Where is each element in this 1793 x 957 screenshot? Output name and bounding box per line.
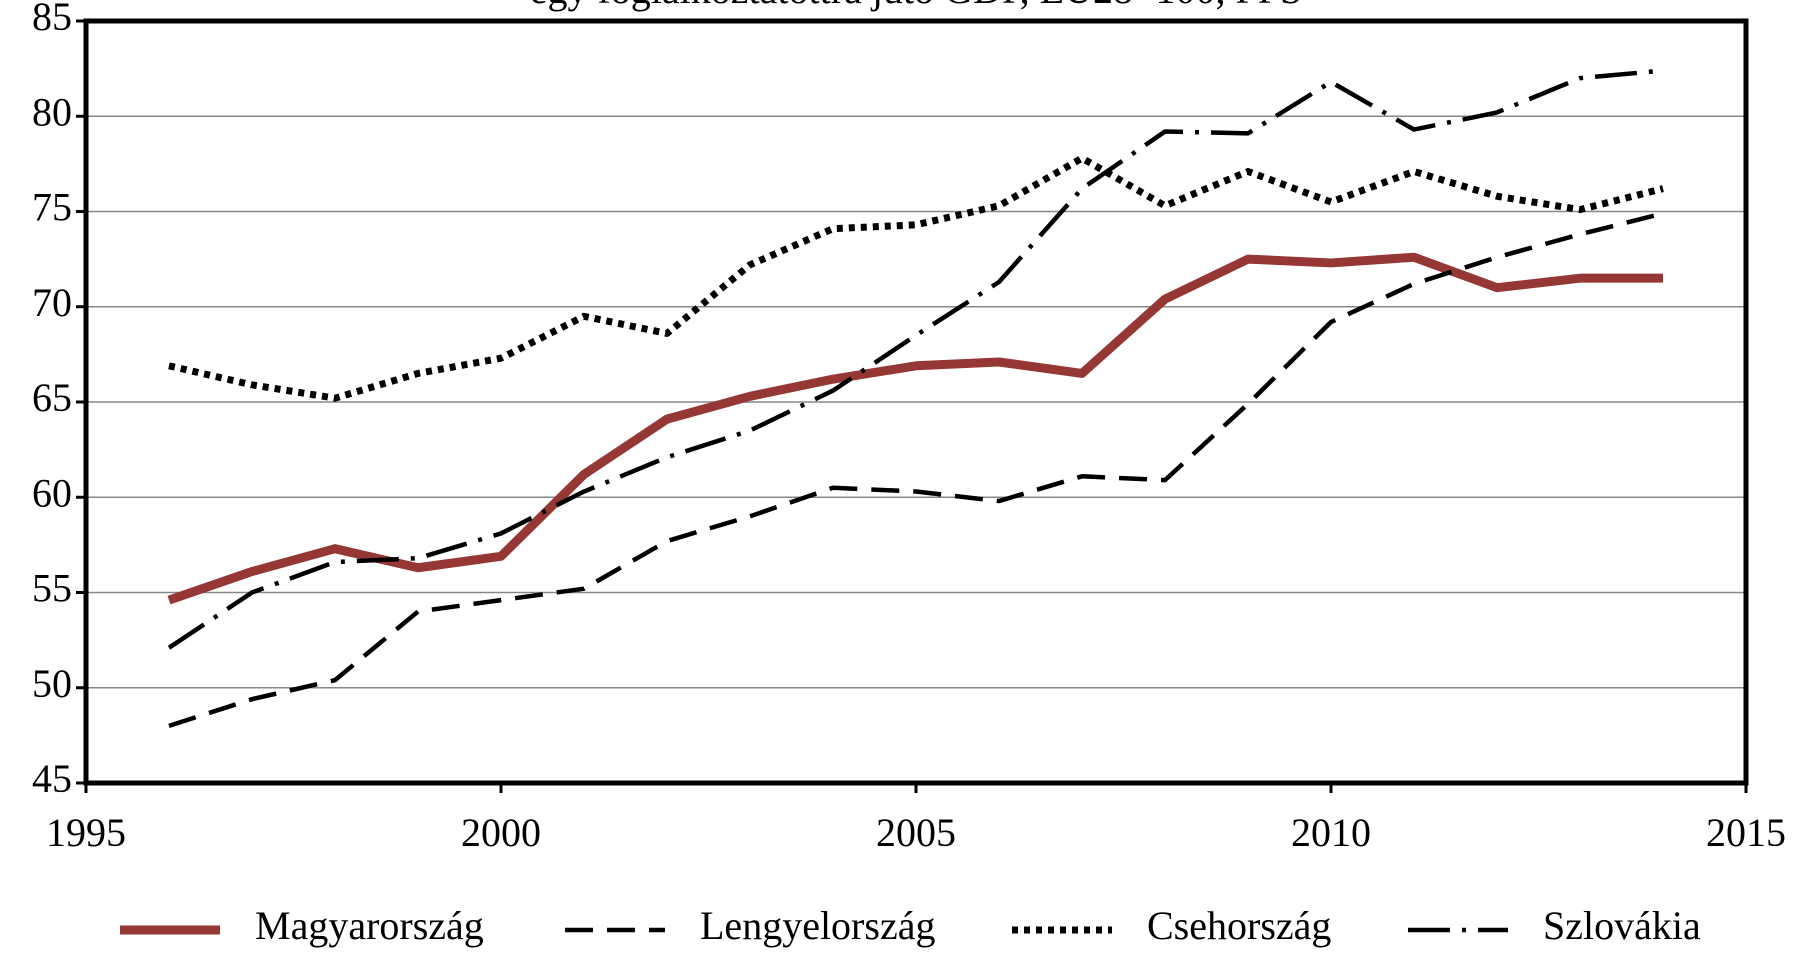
y-tick-label: 75 — [32, 185, 72, 230]
legend-label: Csehország — [1147, 903, 1331, 948]
legend-label: Lengyelország — [700, 903, 935, 948]
chart-title: egy foglalkoztatottra jutó GDP, EU28=100… — [530, 0, 1303, 12]
series-line — [168, 211, 1664, 728]
legend-label: Szlovákia — [1543, 903, 1701, 948]
y-tick-label: 85 — [32, 0, 72, 39]
y-tick-label: 55 — [32, 566, 72, 611]
plot-frame — [83, 18, 1749, 786]
y-tick-label: 50 — [32, 661, 72, 706]
x-tick-label: 2000 — [461, 810, 541, 855]
x-tick-label: 1995 — [46, 810, 126, 855]
y-tick-label: 80 — [32, 89, 72, 134]
series-line — [168, 154, 1664, 402]
y-tick-label: 65 — [32, 375, 72, 420]
x-tick-label: 2005 — [876, 810, 956, 855]
series-line — [167, 252, 1663, 605]
x-tick-label: 2010 — [1291, 810, 1371, 855]
series-line — [167, 68, 1664, 650]
x-tick-label: 2015 — [1706, 810, 1786, 855]
y-tick-label: 45 — [32, 756, 72, 801]
legend-label: Magyarország — [255, 903, 484, 948]
y-tick-label: 60 — [32, 470, 72, 515]
y-tick-label: 70 — [32, 280, 72, 325]
